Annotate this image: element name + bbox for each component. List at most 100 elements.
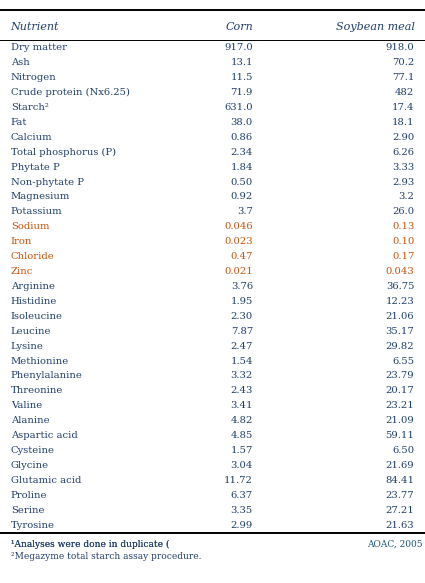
Text: 0.13: 0.13 — [392, 222, 414, 231]
Text: Soybean meal: Soybean meal — [335, 22, 414, 32]
Text: 84.41: 84.41 — [385, 476, 414, 485]
Text: 7.87: 7.87 — [231, 326, 253, 336]
Text: Zinc: Zinc — [11, 267, 33, 276]
Text: 23.21: 23.21 — [385, 401, 414, 410]
Text: 0.021: 0.021 — [224, 267, 253, 276]
Text: 3.76: 3.76 — [231, 282, 253, 291]
Text: ¹Analyses were done in duplicate (: ¹Analyses were done in duplicate ( — [11, 540, 169, 549]
Text: 3.41: 3.41 — [230, 401, 253, 410]
Text: Histidine: Histidine — [11, 297, 57, 306]
Text: 3.33: 3.33 — [392, 163, 414, 171]
Text: 3.32: 3.32 — [231, 371, 253, 381]
Text: 21.09: 21.09 — [385, 416, 414, 425]
Text: Valine: Valine — [11, 401, 42, 410]
Text: Isoleucine: Isoleucine — [11, 312, 62, 321]
Text: Threonine: Threonine — [11, 387, 63, 395]
Text: Calcium: Calcium — [11, 133, 52, 142]
Text: Nutrient: Nutrient — [11, 22, 59, 32]
Text: Methionine: Methionine — [11, 357, 69, 366]
Text: 23.77: 23.77 — [386, 491, 414, 500]
Text: Starch²: Starch² — [11, 103, 48, 112]
Text: 0.47: 0.47 — [230, 252, 253, 261]
Text: 3.35: 3.35 — [231, 505, 253, 515]
Text: 917.0: 917.0 — [224, 43, 253, 52]
Text: 0.50: 0.50 — [231, 178, 253, 187]
Text: 2.30: 2.30 — [231, 312, 253, 321]
Text: Tyrosine: Tyrosine — [11, 521, 55, 529]
Text: 23.79: 23.79 — [386, 371, 414, 381]
Text: ¹Analyses were done in duplicate (: ¹Analyses were done in duplicate ( — [11, 540, 169, 549]
Text: 17.4: 17.4 — [392, 103, 414, 112]
Text: 12.23: 12.23 — [385, 297, 414, 306]
Text: 0.10: 0.10 — [392, 237, 414, 246]
Text: 0.92: 0.92 — [231, 192, 253, 202]
Text: 3.7: 3.7 — [237, 208, 253, 216]
Text: Nitrogen: Nitrogen — [11, 73, 57, 82]
Text: 35.17: 35.17 — [385, 326, 414, 336]
Text: 2.34: 2.34 — [230, 147, 253, 157]
Text: 4.85: 4.85 — [230, 431, 253, 440]
Text: 20.17: 20.17 — [385, 387, 414, 395]
Text: 2.93: 2.93 — [392, 178, 414, 187]
Text: 36.75: 36.75 — [386, 282, 414, 291]
Text: Leucine: Leucine — [11, 326, 51, 336]
Text: Total phosphorus (P): Total phosphorus (P) — [11, 147, 116, 157]
Text: 77.1: 77.1 — [392, 73, 414, 82]
Text: 1.95: 1.95 — [230, 297, 253, 306]
Text: 1.57: 1.57 — [230, 446, 253, 455]
Text: Chloride: Chloride — [11, 252, 54, 261]
Text: 482: 482 — [395, 88, 414, 97]
Text: 21.63: 21.63 — [386, 521, 414, 529]
Text: 11.72: 11.72 — [224, 476, 253, 485]
Text: 0.17: 0.17 — [392, 252, 414, 261]
Text: 3.2: 3.2 — [399, 192, 414, 202]
Text: 6.37: 6.37 — [231, 491, 253, 500]
Text: Crude protein (Nx6.25): Crude protein (Nx6.25) — [11, 88, 130, 97]
Text: Lysine: Lysine — [11, 342, 43, 350]
Text: Serine: Serine — [11, 505, 44, 515]
Text: Cysteine: Cysteine — [11, 446, 55, 455]
Text: Ash: Ash — [11, 58, 29, 67]
Text: 38.0: 38.0 — [231, 118, 253, 127]
Text: 18.1: 18.1 — [392, 118, 414, 127]
Text: 21.69: 21.69 — [386, 461, 414, 470]
Text: Corn: Corn — [225, 22, 253, 32]
Text: 0.043: 0.043 — [385, 267, 414, 276]
Text: Dry matter: Dry matter — [11, 43, 67, 52]
Text: Phytate P: Phytate P — [11, 163, 60, 171]
Text: 71.9: 71.9 — [230, 88, 253, 97]
Text: Arginine: Arginine — [11, 282, 55, 291]
Text: Potassium: Potassium — [11, 208, 62, 216]
Text: 2.43: 2.43 — [230, 387, 253, 395]
Text: 918.0: 918.0 — [385, 43, 414, 52]
Text: Fat: Fat — [11, 118, 27, 127]
Text: ²Megazyme total starch assay procedure.: ²Megazyme total starch assay procedure. — [11, 552, 201, 561]
Text: 2.47: 2.47 — [230, 342, 253, 350]
Text: 21.06: 21.06 — [386, 312, 414, 321]
Text: 2.90: 2.90 — [392, 133, 414, 142]
Text: Sodium: Sodium — [11, 222, 49, 231]
Text: 70.2: 70.2 — [392, 58, 414, 67]
Text: 6.26: 6.26 — [392, 147, 414, 157]
Text: 11.5: 11.5 — [230, 73, 253, 82]
Text: 2.99: 2.99 — [231, 521, 253, 529]
Text: Aspartic acid: Aspartic acid — [11, 431, 77, 440]
Text: Iron: Iron — [11, 237, 32, 246]
Text: 59.11: 59.11 — [385, 431, 414, 440]
Text: 26.0: 26.0 — [392, 208, 414, 216]
Text: 6.50: 6.50 — [392, 446, 414, 455]
Text: Glycine: Glycine — [11, 461, 49, 470]
Text: 4.82: 4.82 — [230, 416, 253, 425]
Text: 1.84: 1.84 — [230, 163, 253, 171]
Text: 13.1: 13.1 — [230, 58, 253, 67]
Text: 3.04: 3.04 — [230, 461, 253, 470]
Text: 6.55: 6.55 — [392, 357, 414, 366]
Text: 0.023: 0.023 — [224, 237, 253, 246]
Text: Non-phytate P: Non-phytate P — [11, 178, 84, 187]
Text: 0.046: 0.046 — [224, 222, 253, 231]
Text: 1.54: 1.54 — [230, 357, 253, 366]
Text: 0.86: 0.86 — [231, 133, 253, 142]
Text: Phenylalanine: Phenylalanine — [11, 371, 82, 381]
Text: Proline: Proline — [11, 491, 47, 500]
Text: Alanine: Alanine — [11, 416, 49, 425]
